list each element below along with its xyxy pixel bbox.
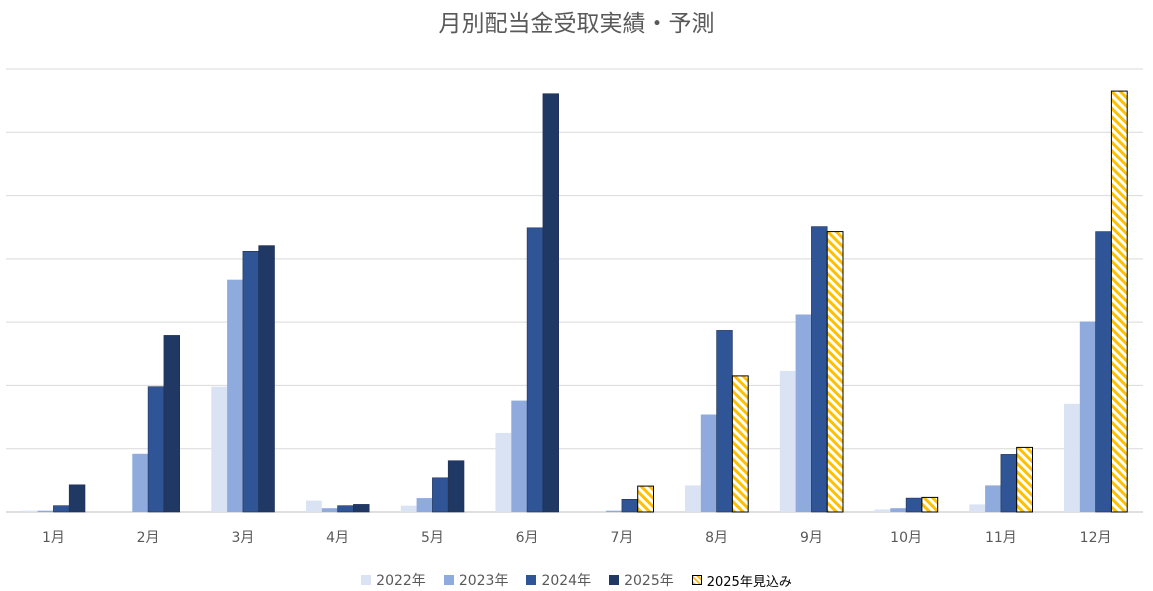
x-tick-label: 7月	[610, 530, 633, 546]
legend-swatch	[361, 575, 372, 585]
bar-2023年-7月	[606, 510, 622, 512]
bar-2023年-3月	[227, 279, 243, 512]
bar-2023年-10月	[890, 508, 907, 512]
bar-2022年-9月	[779, 370, 796, 512]
bar-2022年-1月	[21, 510, 38, 512]
legend-label: 2025年	[624, 573, 674, 589]
bar-2023年-8月	[700, 414, 717, 512]
bar-2025年-4月	[353, 504, 370, 513]
legend-item: 2025年	[609, 570, 674, 590]
bar-2022年-5月	[400, 505, 417, 512]
legend-label: 2023年	[458, 573, 509, 589]
x-tick-label: 2月	[137, 530, 160, 546]
bar-2025年-5月	[447, 460, 465, 513]
bar-2025年見込み-11月	[1016, 446, 1034, 513]
bar-2022年-8月	[685, 485, 701, 512]
bar-2024年-6月	[526, 227, 544, 513]
bar-2024年-9月	[811, 226, 828, 513]
bar-2025年見込み-9月	[826, 231, 844, 513]
bar-2025年見込み-7月	[637, 485, 655, 513]
x-tick-label: 9月	[800, 530, 823, 546]
bar-2025年-6月	[542, 93, 560, 513]
bar-2023年-9月	[795, 314, 812, 512]
bar-2023年-12月	[1079, 321, 1096, 512]
bar-2024年-11月	[1000, 454, 1018, 513]
legend-label: 2022年	[376, 573, 426, 589]
x-tick-label: 6月	[516, 530, 539, 546]
legend-swatch	[691, 575, 702, 585]
bar-2025年-2月	[163, 335, 180, 513]
x-tick-label: 10月	[890, 530, 922, 546]
bar-2023年-11月	[985, 485, 1001, 512]
gridlines	[6, 68, 1143, 513]
bar-2023年-6月	[511, 400, 528, 512]
x-tick-label: 4月	[326, 530, 349, 546]
bar-2024年-3月	[242, 251, 259, 513]
bar-2024年-7月	[621, 498, 639, 513]
x-tick-label: 8月	[705, 530, 728, 546]
x-tick-label: 3月	[231, 530, 254, 546]
legend-item: 2024年	[526, 570, 591, 590]
bar-2024年-1月	[53, 505, 70, 513]
x-tick-label: 5月	[421, 530, 444, 546]
bar-2023年-2月	[132, 453, 149, 512]
bar-2025年-1月	[68, 484, 86, 513]
bar-2023年-5月	[416, 498, 433, 512]
bar-2024年-8月	[716, 330, 733, 513]
bar-2022年-10月	[874, 509, 891, 512]
bar-2024年-10月	[905, 497, 923, 513]
x-tick-label: 11月	[985, 530, 1017, 546]
x-tick-label: 12月	[1080, 530, 1112, 546]
bar-2024年-5月	[432, 477, 449, 513]
legend-item: 2023年	[443, 570, 509, 590]
legend-item: 2025年見込み	[691, 571, 792, 590]
legend: 2022年 2023年 2024年 2025年 2025年見込み	[0, 570, 1153, 590]
bar-2022年-6月	[495, 432, 512, 512]
bar-2025年見込み-10月	[921, 496, 939, 513]
bars	[21, 90, 1128, 513]
bar-2024年-12月	[1095, 231, 1112, 513]
bar-2025年-3月	[258, 245, 275, 513]
bar-2025年見込み-12月	[1110, 90, 1128, 513]
bar-2022年-4月	[306, 500, 322, 512]
bar-2023年-4月	[321, 508, 338, 512]
chart-title: 月別配当金受取実績・予測	[438, 11, 715, 37]
legend-swatch	[609, 575, 620, 585]
bar-2022年-3月	[211, 386, 228, 512]
legend-label: 2024年	[541, 573, 592, 589]
bar-2024年-2月	[147, 386, 165, 513]
bar-2025年見込み-8月	[731, 375, 749, 513]
legend-swatch	[526, 575, 537, 585]
bar-2023年-1月	[37, 510, 54, 512]
legend-item: 2022年	[361, 570, 426, 590]
bar-2022年-11月	[969, 504, 986, 512]
legend-swatch	[443, 575, 454, 585]
x-axis-labels: 1月 2月 3月 4月 5月 6月 7月 8月 9月 10月 11月 12月	[42, 530, 1112, 546]
bar-2022年-12月	[1064, 403, 1080, 512]
x-tick-label: 1月	[42, 530, 65, 546]
legend-label: 2025年見込み	[706, 574, 792, 590]
bar-2024年-4月	[337, 505, 354, 513]
